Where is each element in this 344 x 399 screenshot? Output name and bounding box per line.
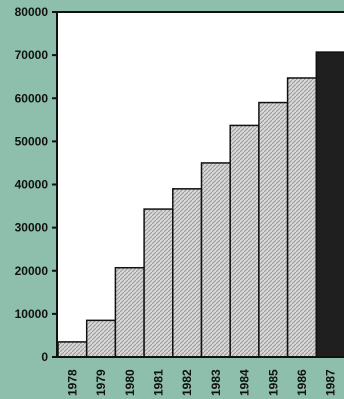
y-tick-label-30000: 30000: [15, 221, 49, 235]
x-tick-label-1980: 1980: [123, 369, 137, 396]
bar-1985: [258, 101, 289, 358]
y-tick-label-40000: 40000: [15, 178, 49, 192]
y-tick-label-60000: 60000: [15, 91, 49, 105]
y-axis-ticks: 0 10000 20000 30000 40000 50000 60000 70000 8000…: [15, 5, 57, 364]
x-tick-label-1987: 1987: [324, 369, 338, 396]
bar-1979: [85, 319, 117, 358]
x-tick-label-1984: 1984: [238, 369, 252, 396]
x-tick-label-1981: 1981: [151, 369, 165, 396]
y-tick-label-0: 0: [41, 350, 48, 364]
y-tick-label-70000: 70000: [15, 48, 49, 62]
bars-group: [57, 51, 344, 358]
bar-1986: [286, 77, 318, 358]
y-tick-label-80000: 80000: [15, 5, 49, 19]
bar-1981: [143, 208, 174, 358]
bar-1982: [172, 188, 203, 358]
bar-1983: [200, 162, 231, 358]
x-tick-label-1983: 1983: [209, 369, 223, 396]
bar-1984: [229, 124, 260, 358]
x-tick-label-1982: 1982: [180, 369, 194, 396]
y-tick-label-20000: 20000: [15, 264, 49, 278]
x-tick-label-1985: 1985: [266, 369, 280, 396]
y-tick-label-50000: 50000: [15, 134, 49, 148]
x-tick-label-1986: 1986: [295, 369, 309, 396]
bar-1978: [57, 341, 88, 358]
x-axis-ticks: 1978 1979 1980 1981 1982 1983 1984 1985 1986 1987: [65, 369, 337, 396]
x-tick-label-1979: 1979: [94, 369, 108, 396]
bar-1980: [114, 266, 145, 358]
y-tick-label-10000: 10000: [15, 307, 49, 321]
bar-1987: [315, 51, 344, 358]
x-tick-label-1978: 1978: [65, 369, 79, 396]
